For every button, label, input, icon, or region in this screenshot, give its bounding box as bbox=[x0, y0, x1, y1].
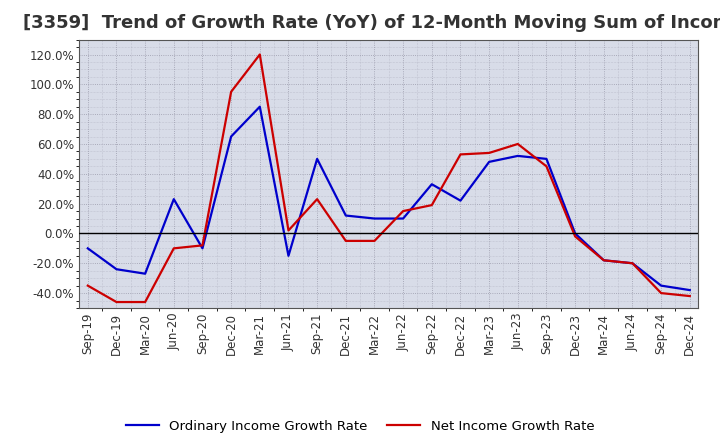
Ordinary Income Growth Rate bbox=[312, 156, 321, 161]
Ordinary Income Growth Rate bbox=[341, 213, 350, 218]
Net Income Growth Rate bbox=[370, 238, 379, 243]
Net Income Growth Rate bbox=[169, 246, 178, 251]
Line: Net Income Growth Rate: Net Income Growth Rate bbox=[88, 55, 690, 302]
Net Income Growth Rate bbox=[600, 258, 608, 263]
Net Income Growth Rate bbox=[312, 197, 321, 202]
Net Income Growth Rate bbox=[485, 150, 493, 156]
Ordinary Income Growth Rate bbox=[542, 156, 551, 161]
Net Income Growth Rate bbox=[112, 299, 121, 304]
Net Income Growth Rate bbox=[657, 290, 665, 296]
Ordinary Income Growth Rate bbox=[428, 182, 436, 187]
Ordinary Income Growth Rate bbox=[657, 283, 665, 288]
Ordinary Income Growth Rate bbox=[456, 198, 465, 203]
Net Income Growth Rate bbox=[542, 164, 551, 169]
Ordinary Income Growth Rate bbox=[399, 216, 408, 221]
Net Income Growth Rate bbox=[428, 202, 436, 208]
Net Income Growth Rate bbox=[456, 152, 465, 157]
Net Income Growth Rate bbox=[256, 52, 264, 57]
Ordinary Income Growth Rate bbox=[84, 246, 92, 251]
Ordinary Income Growth Rate bbox=[370, 216, 379, 221]
Ordinary Income Growth Rate bbox=[141, 271, 150, 276]
Ordinary Income Growth Rate bbox=[198, 246, 207, 251]
Net Income Growth Rate bbox=[341, 238, 350, 243]
Net Income Growth Rate bbox=[284, 228, 293, 233]
Net Income Growth Rate bbox=[628, 260, 636, 266]
Ordinary Income Growth Rate bbox=[169, 197, 178, 202]
Ordinary Income Growth Rate bbox=[485, 159, 493, 165]
Ordinary Income Growth Rate bbox=[628, 260, 636, 266]
Ordinary Income Growth Rate bbox=[256, 104, 264, 109]
Net Income Growth Rate bbox=[399, 209, 408, 214]
Ordinary Income Growth Rate bbox=[513, 153, 522, 158]
Net Income Growth Rate bbox=[198, 243, 207, 248]
Ordinary Income Growth Rate bbox=[685, 287, 694, 293]
Line: Ordinary Income Growth Rate: Ordinary Income Growth Rate bbox=[88, 106, 690, 290]
Title: [3359]  Trend of Growth Rate (YoY) of 12-Month Moving Sum of Incomes: [3359] Trend of Growth Rate (YoY) of 12-… bbox=[23, 15, 720, 33]
Net Income Growth Rate bbox=[84, 283, 92, 288]
Net Income Growth Rate bbox=[571, 234, 580, 239]
Ordinary Income Growth Rate bbox=[112, 267, 121, 272]
Ordinary Income Growth Rate bbox=[571, 231, 580, 236]
Ordinary Income Growth Rate bbox=[600, 258, 608, 263]
Net Income Growth Rate bbox=[227, 89, 235, 95]
Legend: Ordinary Income Growth Rate, Net Income Growth Rate: Ordinary Income Growth Rate, Net Income … bbox=[120, 414, 600, 438]
Net Income Growth Rate bbox=[685, 293, 694, 299]
Net Income Growth Rate bbox=[513, 141, 522, 147]
Ordinary Income Growth Rate bbox=[227, 134, 235, 139]
Net Income Growth Rate bbox=[141, 299, 150, 304]
Ordinary Income Growth Rate bbox=[284, 253, 293, 258]
